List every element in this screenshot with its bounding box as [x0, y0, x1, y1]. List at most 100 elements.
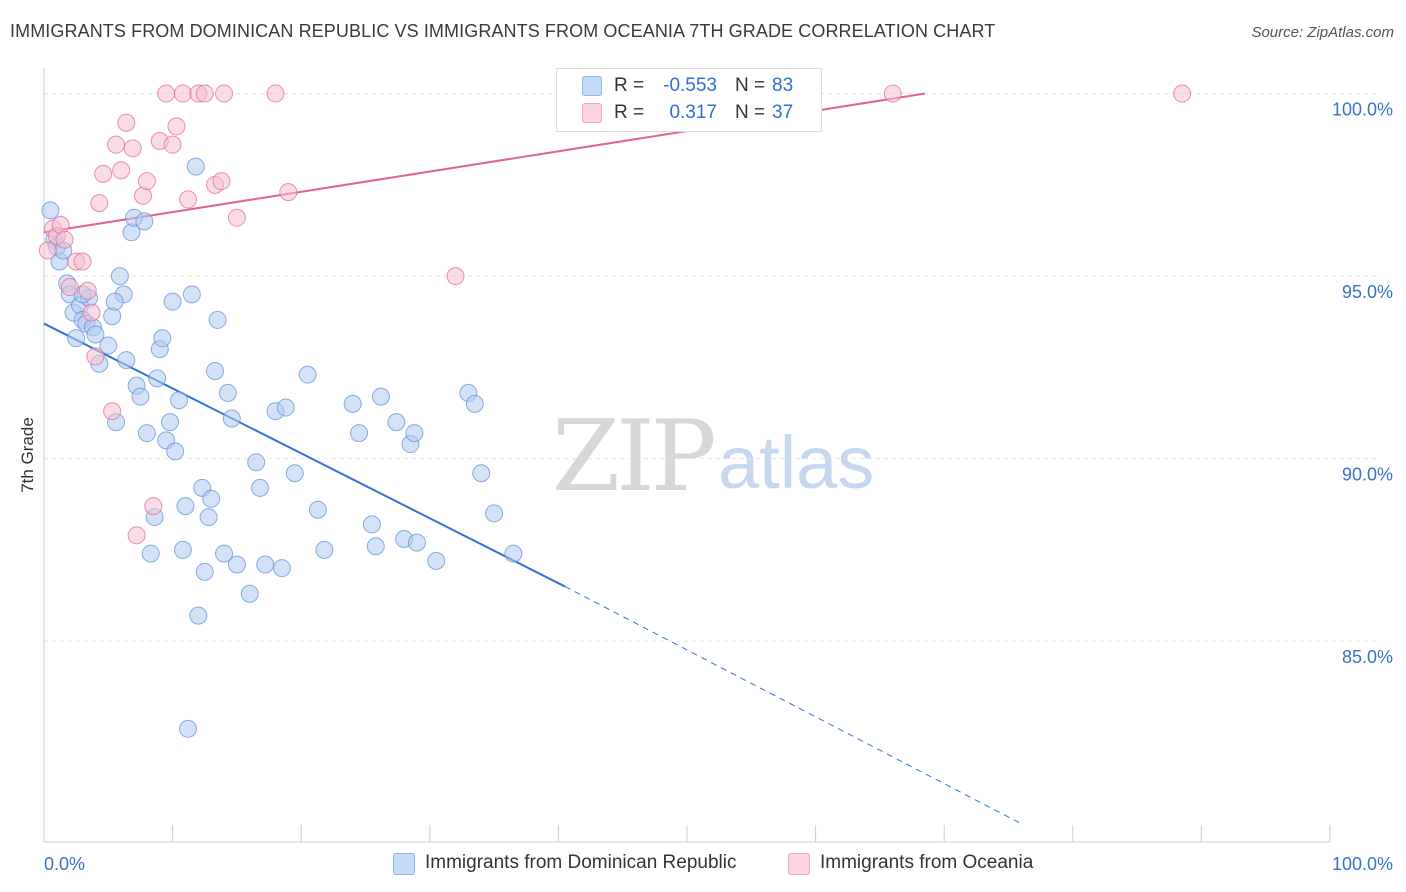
watermark-zip: ZIP: [552, 400, 717, 514]
point-dominican: [251, 478, 270, 497]
legend-r-value: 0.317: [669, 102, 717, 123]
point-dominican: [135, 212, 154, 231]
point-dominican: [387, 413, 406, 432]
point-dominican: [276, 398, 295, 417]
point-oceania: [137, 172, 156, 191]
point-dominican: [472, 464, 491, 483]
y-tick-label: 90.0%: [1342, 465, 1393, 485]
point-dominican: [148, 369, 167, 388]
trend-line-dominican-extension: [564, 585, 1022, 825]
point-dominican: [103, 307, 122, 326]
point-oceania: [103, 402, 122, 421]
y-tick-label: 100.0%: [1332, 100, 1393, 120]
point-dominican: [240, 584, 259, 603]
chart-title: IMMIGRANTS FROM DOMINICAN REPUBLIC VS IM…: [10, 21, 996, 41]
point-oceania: [163, 135, 182, 154]
point-dominican: [222, 409, 241, 428]
point-oceania: [117, 113, 136, 132]
point-dominican: [504, 544, 523, 563]
legend-n-value: 37: [772, 102, 794, 123]
point-dominican: [215, 544, 234, 563]
point-dominican: [285, 464, 304, 483]
point-dominican: [272, 559, 291, 578]
source-credit: Source: ZipAtlas.com: [1251, 24, 1394, 41]
point-dominican: [371, 387, 390, 406]
point-oceania: [107, 135, 126, 154]
point-oceania: [157, 84, 176, 103]
legend-swatch-oceania: [582, 103, 602, 123]
point-dominican: [186, 157, 205, 176]
point-oceania: [127, 526, 146, 545]
point-dominican: [308, 500, 327, 519]
point-dominican: [105, 292, 124, 311]
point-dominican: [195, 562, 214, 581]
point-dominican: [182, 285, 201, 304]
x-tick-label-max: 100.0%: [1332, 854, 1393, 874]
y-tick-label: 95.0%: [1342, 282, 1393, 302]
point-oceania: [86, 347, 105, 366]
legend-r-label: R =: [614, 102, 645, 123]
point-dominican: [86, 325, 105, 344]
point-dominican: [247, 453, 266, 472]
legend-n-label: N =: [735, 75, 766, 96]
point-dominican: [117, 351, 136, 370]
point-dominican: [407, 533, 426, 552]
point-dominican: [298, 365, 317, 384]
point-oceania: [266, 84, 285, 103]
legend-swatch-dominican: [393, 853, 415, 875]
point-dominican: [137, 424, 156, 443]
point-dominican: [176, 497, 195, 516]
tick-labels: 85.0% 90.0% 95.0% 100.0% 0.0% 100.0%: [44, 100, 1393, 874]
stats-legend: R = -0.553 N = 83 R = 0.317 N = 37: [556, 68, 822, 132]
point-dominican: [350, 424, 369, 443]
point-dominican: [141, 544, 160, 563]
point-oceania: [173, 84, 192, 103]
point-dominican: [256, 555, 275, 574]
point-dominican: [206, 362, 225, 381]
point-dominican: [485, 504, 504, 523]
point-dominican: [218, 383, 237, 402]
point-oceania: [60, 278, 79, 297]
point-dominican: [189, 606, 208, 625]
point-oceania: [195, 84, 214, 103]
watermark-atlas: atlas: [718, 421, 875, 504]
point-dominican: [99, 336, 118, 355]
point-dominican: [166, 442, 185, 461]
point-dominican: [179, 719, 198, 738]
point-dominican: [315, 540, 334, 559]
point-dominican: [208, 310, 227, 329]
legend-label-oceania: Immigrants from Oceania: [820, 852, 1034, 873]
legend-r-value: -0.553: [663, 75, 717, 96]
point-oceania: [227, 208, 246, 227]
point-dominican: [170, 391, 189, 410]
legend-n-value: 83: [772, 75, 794, 96]
point-oceania: [167, 117, 186, 136]
point-oceania: [123, 139, 142, 158]
point-oceania: [73, 252, 92, 271]
point-oceania: [55, 230, 74, 249]
point-dominican: [161, 413, 180, 432]
point-oceania: [38, 241, 57, 260]
point-dominican: [362, 515, 381, 534]
point-oceania: [215, 84, 234, 103]
data-points: [38, 84, 1192, 738]
point-oceania: [1173, 84, 1192, 103]
point-dominican: [173, 540, 192, 559]
point-oceania: [446, 267, 465, 286]
point-dominican: [163, 292, 182, 311]
point-dominican: [67, 329, 86, 348]
legend-swatch-dominican: [582, 76, 602, 96]
point-oceania: [112, 161, 131, 180]
x-tick-label-min: 0.0%: [44, 854, 85, 874]
point-oceania: [212, 172, 231, 191]
point-dominican: [199, 508, 218, 527]
point-dominican: [131, 387, 150, 406]
point-dominican: [227, 555, 246, 574]
point-oceania: [90, 194, 109, 213]
legend-r-label: R =: [614, 75, 645, 96]
point-dominican: [427, 551, 446, 570]
point-dominican: [202, 489, 221, 508]
point-dominican: [405, 424, 424, 443]
legend-label-dominican: Immigrants from Dominican Republic: [425, 852, 737, 873]
